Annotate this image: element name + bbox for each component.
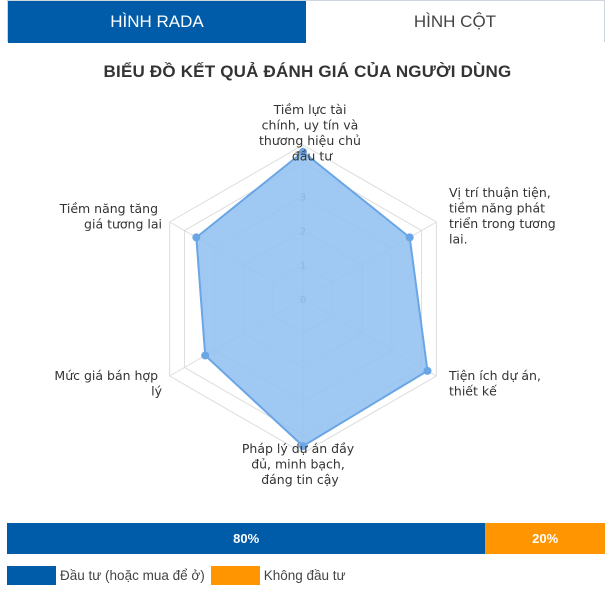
bar-segment-not-invest: 20% [485,523,605,554]
series-point-1[interactable] [405,233,414,242]
legend-label-not-invest: Không đầu tư [263,568,346,583]
series-point-4[interactable] [201,351,210,360]
summary-bar: 80% 20% [7,523,605,554]
series-point-3[interactable] [299,442,307,451]
series-area [195,150,429,448]
legend-swatch-invest [7,566,56,585]
tab-bar[interactable]: HÌNH CỘT [306,1,604,43]
radar-series [192,147,432,451]
axis-label-amenities: Tiện ích dự án, thiết kế [448,368,545,399]
radar-chart: 0 1 2 3 Tiềm lực tài chính, uy tín và th… [54,102,560,487]
legend-swatch-not-invest [210,566,260,585]
axis-label-growth: Tiềm năng tăng giá tương lai [59,201,162,232]
bar-segment-invest: 80% [7,523,486,554]
series-point-5[interactable] [192,233,201,242]
legend-item-not-invest: Không đầu tư [210,566,352,585]
axis-label-price: Mức giá bán hợp lý [54,368,162,399]
chart-tabs: HÌNH RADA HÌNH CỘT [7,0,605,43]
axis-label-finance: Tiềm lực tài chính, uy tín và thương hiệ… [259,102,365,164]
tab-radar[interactable]: HÌNH RADA [8,1,306,43]
axis-label-location: Vị trí thuận tiện, tiềm năng phát triển … [449,185,560,247]
legend: Đầu tư (hoặc mua để ở) Không đầu tư [7,566,352,585]
series-point-0[interactable] [299,147,307,156]
radar-axis-labels: Tiềm lực tài chính, uy tín và thương hiệ… [54,102,560,487]
axis-label-legal: Pháp lý dự án đầy đủ, minh bạch, đáng ti… [242,441,358,487]
legend-item-invest: Đầu tư (hoặc mua để ở) [7,566,211,585]
series-point-2[interactable] [423,366,432,375]
legend-label-invest: Đầu tư (hoặc mua để ở) [60,568,205,583]
chart-title: BIỂU ĐỒ KẾT QUẢ ĐÁNH GIÁ CỦA NGƯỜI DÙNG [103,62,512,81]
